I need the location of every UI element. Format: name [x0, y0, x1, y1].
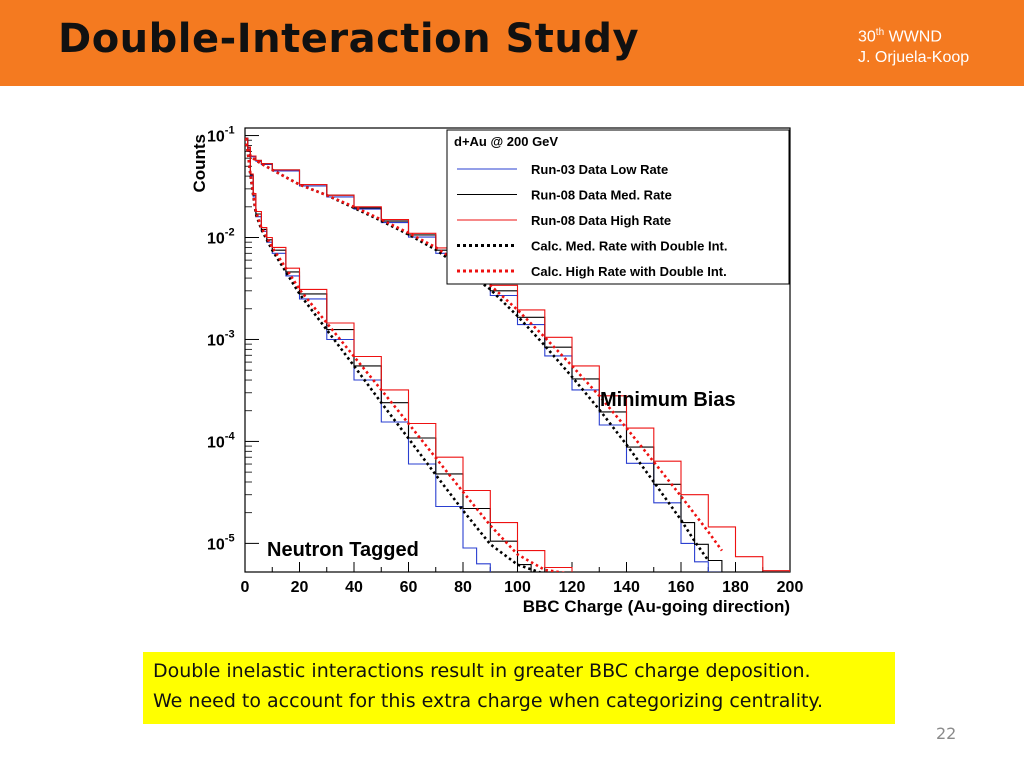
legend-entry-5: Calc. High Rate with Double Int.: [531, 264, 727, 279]
series-group: [245, 137, 790, 572]
conference-line: 30th WWND: [858, 22, 969, 47]
x-tick-label-180: 180: [722, 579, 749, 596]
slide-number: 22: [936, 724, 957, 743]
y-tick-label--3: 10-3: [207, 328, 235, 349]
y-axis-label: Counts: [190, 134, 209, 193]
annotation-minimum-bias: Minimum Bias: [600, 389, 736, 411]
x-tick-label-40: 40: [345, 579, 363, 596]
x-axis-label: BBC Charge (Au-going direction): [523, 597, 790, 616]
conference-number: 30: [858, 28, 876, 46]
x-tick-label-20: 20: [291, 579, 309, 596]
legend-entry-1: Run-03 Data Low Rate: [531, 162, 668, 177]
note-box: Double inelastic interactions result in …: [143, 652, 895, 724]
conference-suffix: th: [875, 27, 885, 38]
legend-title: d+Au @ 200 GeV: [454, 134, 558, 149]
y-tick-label--1: 10-1: [207, 125, 235, 146]
y-tick-exponent: -5: [225, 532, 235, 544]
x-tick-label-80: 80: [454, 579, 472, 596]
y-tick-exponent: -4: [225, 430, 236, 442]
annotation-neutron-tagged: Neutron Tagged: [267, 539, 419, 561]
x-tick-label-60: 60: [400, 579, 418, 596]
slide-title: Double-Interaction Study: [58, 16, 640, 62]
x-tick-label-100: 100: [504, 579, 531, 596]
x-tick-label-160: 160: [668, 579, 695, 596]
y-tick-exponent: -3: [225, 328, 235, 340]
y-tick-label--4: 10-4: [207, 430, 235, 451]
note-line-2: We need to account for this extra charge…: [153, 690, 824, 712]
y-tick-exponent: -2: [225, 227, 235, 239]
legend-entry-3: Run-08 Data High Rate: [531, 213, 671, 228]
series-line-neutron-tagged-run-08-data-high-rate: [245, 137, 573, 572]
series-line-neutron-tagged-run-03-data-low-rate: [245, 137, 491, 572]
y-tick-exponent: -1: [225, 125, 235, 137]
author-name: J. Orjuela-Koop: [858, 49, 970, 67]
x-tick-label-140: 140: [613, 579, 640, 596]
x-tick-label-120: 120: [559, 579, 586, 596]
y-tick-label--2: 10-2: [207, 227, 235, 248]
series-line-minimum-bias-calc-high-rate-with-double-int: [245, 137, 723, 552]
note-line-1: Double inelastic interactions result in …: [153, 660, 811, 682]
slide-header: Double-Interaction Study 30th WWND J. Or…: [0, 0, 1024, 86]
chart-legend: d+Au @ 200 GeV Run-03 Data Low Rate Run-08…: [446, 129, 790, 285]
legend-entry-2: Run-08 Data Med. Rate: [531, 188, 672, 203]
conference-info: 30th WWND J. Orjuela-Koop: [858, 22, 969, 68]
x-tick-label-200: 200: [777, 579, 804, 596]
bbc-charge-chart: 0 20 40 60 80 100 120 140 160 180 200 10-1 10-2 10-3 1…: [190, 125, 804, 616]
x-tick-label-0: 0: [241, 579, 250, 596]
legend-entry-4: Calc. Med. Rate with Double Int.: [531, 239, 727, 254]
y-tick-label--5: 10-5: [207, 532, 235, 553]
legend-box: [446, 129, 790, 285]
conference-name: WWND: [888, 28, 942, 46]
